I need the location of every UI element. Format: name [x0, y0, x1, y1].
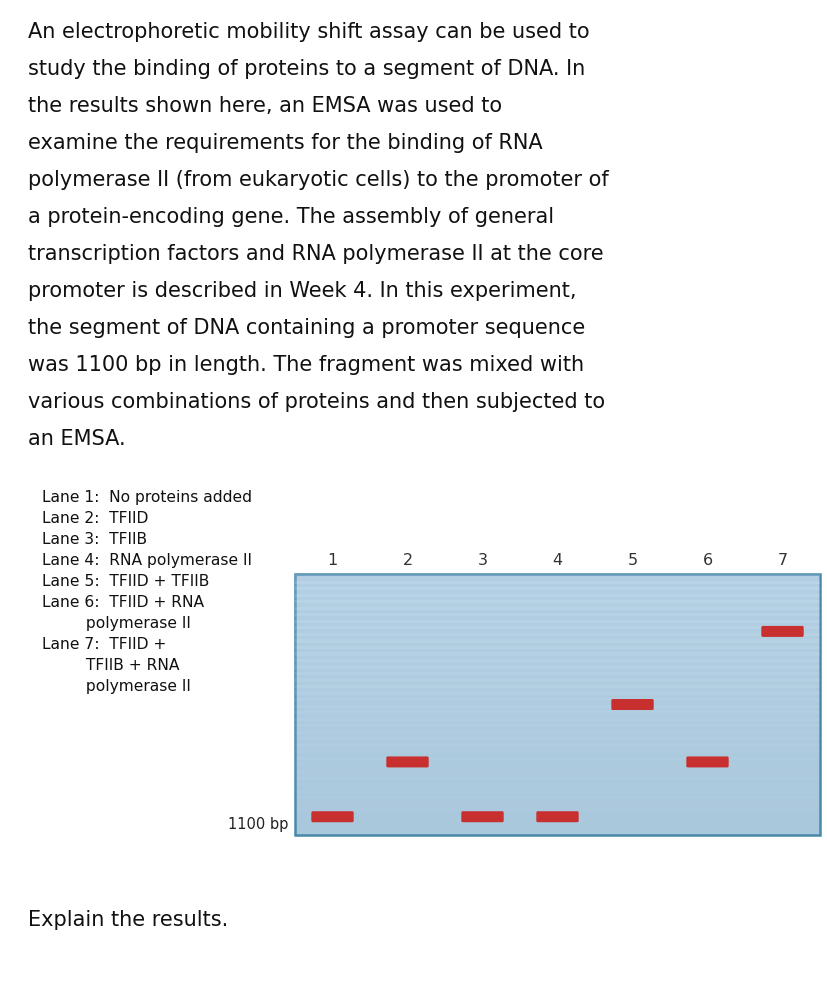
FancyBboxPatch shape	[610, 699, 653, 710]
Bar	[294, 619, 819, 629]
Text: was 1100 bp in length. The fragment was mixed with: was 1100 bp in length. The fragment was …	[28, 355, 583, 375]
Bar	[294, 698, 819, 708]
Bar	[294, 763, 819, 773]
Text: the results shown here, an EMSA was used to: the results shown here, an EMSA was used…	[28, 96, 501, 116]
Text: promoter is described in Week 4. In this experiment,: promoter is described in Week 4. In this…	[28, 281, 576, 301]
Bar	[294, 574, 819, 584]
Bar	[294, 601, 819, 609]
Text: 5: 5	[627, 553, 637, 568]
FancyBboxPatch shape	[311, 812, 353, 823]
Text: examine the requirements for the binding of RNA: examine the requirements for the binding…	[28, 133, 542, 153]
Text: the segment of DNA containing a promoter sequence: the segment of DNA containing a promoter…	[28, 318, 585, 338]
Bar	[294, 632, 819, 642]
Text: various combinations of proteins and then subjected to: various combinations of proteins and the…	[28, 392, 605, 412]
Bar	[294, 581, 819, 591]
Bar	[294, 828, 819, 838]
Text: 1: 1	[327, 553, 337, 568]
Text: polymerase II: polymerase II	[42, 616, 191, 631]
Text: Lane 2:  TFIID: Lane 2: TFIID	[42, 511, 148, 526]
Bar	[294, 626, 819, 636]
Bar	[294, 574, 819, 835]
Bar	[294, 705, 819, 715]
Text: An electrophoretic mobility shift assay can be used to: An electrophoretic mobility shift assay …	[28, 22, 589, 42]
FancyBboxPatch shape	[686, 756, 728, 767]
Text: polymerase II: polymerase II	[42, 679, 191, 694]
Bar	[294, 796, 819, 806]
Text: 4: 4	[552, 553, 562, 568]
Text: polymerase II (from eukaryotic cells) to the promoter of: polymerase II (from eukaryotic cells) to…	[28, 170, 608, 190]
Text: Lane 5:  TFIID + TFIIB: Lane 5: TFIID + TFIIB	[42, 574, 209, 589]
Bar	[294, 803, 819, 813]
Bar	[294, 822, 819, 831]
Bar	[294, 789, 819, 799]
Bar	[294, 659, 819, 669]
Bar	[294, 816, 819, 826]
Text: an EMSA.: an EMSA.	[28, 429, 126, 449]
Text: 6: 6	[701, 553, 712, 568]
Bar	[294, 730, 819, 740]
Text: study the binding of proteins to a segment of DNA. In: study the binding of proteins to a segme…	[28, 59, 585, 79]
Bar	[294, 665, 819, 675]
Bar	[294, 652, 819, 662]
Text: 2: 2	[402, 553, 412, 568]
Bar	[294, 672, 819, 682]
Text: Lane 3:  TFIIB: Lane 3: TFIIB	[42, 532, 147, 547]
Bar	[294, 750, 819, 760]
Bar	[294, 711, 819, 720]
Bar	[294, 783, 819, 793]
Text: Lane 4:  RNA polymerase II: Lane 4: RNA polymerase II	[42, 553, 251, 568]
Bar	[294, 685, 819, 695]
Bar	[294, 587, 819, 597]
Bar	[294, 743, 819, 753]
Bar	[294, 606, 819, 616]
Text: 1100 bp: 1100 bp	[227, 817, 288, 831]
Bar	[294, 639, 819, 649]
Bar	[294, 809, 819, 819]
Text: 3: 3	[477, 553, 487, 568]
Text: a protein-encoding gene. The assembly of general: a protein-encoding gene. The assembly of…	[28, 207, 553, 227]
FancyBboxPatch shape	[386, 756, 428, 767]
Text: Lane 1:  No proteins added: Lane 1: No proteins added	[42, 490, 251, 505]
FancyBboxPatch shape	[461, 812, 503, 823]
Bar	[294, 717, 819, 727]
FancyBboxPatch shape	[536, 812, 578, 823]
Bar	[294, 737, 819, 747]
Bar	[294, 770, 819, 780]
Text: Lane 7:  TFIID +: Lane 7: TFIID +	[42, 637, 166, 652]
Bar	[294, 692, 819, 702]
Bar	[294, 679, 819, 688]
Text: TFIIB + RNA: TFIIB + RNA	[42, 658, 179, 673]
Text: 7: 7	[777, 553, 786, 568]
FancyBboxPatch shape	[760, 626, 803, 637]
Bar	[294, 724, 819, 734]
Bar	[294, 646, 819, 656]
Text: Lane 6:  TFIID + RNA: Lane 6: TFIID + RNA	[42, 595, 204, 610]
Text: Explain the results.: Explain the results.	[28, 910, 228, 930]
Bar	[294, 613, 819, 623]
Bar	[294, 757, 819, 766]
Bar	[294, 776, 819, 786]
Bar	[294, 594, 819, 604]
Text: transcription factors and RNA polymerase II at the core: transcription factors and RNA polymerase…	[28, 244, 603, 264]
